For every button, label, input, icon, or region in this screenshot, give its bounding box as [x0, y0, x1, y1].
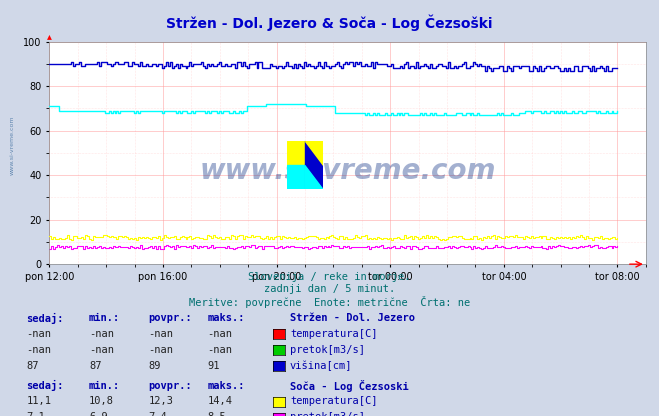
Text: -nan: -nan	[208, 345, 233, 355]
Text: 11,1: 11,1	[26, 396, 51, 406]
Text: www.si-vreme.com: www.si-vreme.com	[200, 157, 496, 185]
Polygon shape	[304, 141, 323, 165]
Text: -nan: -nan	[89, 329, 114, 339]
Bar	[287, 141, 304, 165]
Text: 10,8: 10,8	[89, 396, 114, 406]
Text: Soča - Log Čezsoski: Soča - Log Čezsoski	[290, 380, 409, 391]
Text: Stržen - Dol. Jezero: Stržen - Dol. Jezero	[290, 313, 415, 323]
Text: pretok[m3/s]: pretok[m3/s]	[290, 345, 365, 355]
Text: 89: 89	[148, 361, 161, 371]
Bar	[304, 141, 323, 189]
Text: -nan: -nan	[26, 345, 51, 355]
Text: pretok[m3/s]: pretok[m3/s]	[290, 412, 365, 416]
Text: -nan: -nan	[148, 329, 173, 339]
Text: 91: 91	[208, 361, 220, 371]
Text: temperatura[C]: temperatura[C]	[290, 329, 378, 339]
Text: zadnji dan / 5 minut.: zadnji dan / 5 minut.	[264, 284, 395, 294]
Text: ▴: ▴	[47, 32, 52, 42]
Text: Meritve: povprečne  Enote: metrične  Črta: ne: Meritve: povprečne Enote: metrične Črta:…	[189, 296, 470, 307]
Text: Slovenija / reke in morje.: Slovenija / reke in morje.	[248, 272, 411, 282]
Text: 12,3: 12,3	[148, 396, 173, 406]
Text: višina[cm]: višina[cm]	[290, 360, 353, 371]
Text: maks.:: maks.:	[208, 381, 245, 391]
Text: povpr.:: povpr.:	[148, 313, 192, 323]
Text: www.si-vreme.com: www.si-vreme.com	[9, 116, 14, 176]
Text: -nan: -nan	[26, 329, 51, 339]
Text: -nan: -nan	[208, 329, 233, 339]
Text: 7,4: 7,4	[148, 412, 167, 416]
Text: 87: 87	[26, 361, 39, 371]
Text: Stržen - Dol. Jezero & Soča - Log Čezsoški: Stržen - Dol. Jezero & Soča - Log Čezsoš…	[166, 15, 493, 31]
Text: min.:: min.:	[89, 381, 120, 391]
Text: -nan: -nan	[148, 345, 173, 355]
Text: 14,4: 14,4	[208, 396, 233, 406]
Text: -nan: -nan	[89, 345, 114, 355]
Text: temperatura[C]: temperatura[C]	[290, 396, 378, 406]
Bar	[287, 165, 304, 189]
Text: 87: 87	[89, 361, 101, 371]
Text: povpr.:: povpr.:	[148, 381, 192, 391]
Text: 8,5: 8,5	[208, 412, 226, 416]
Text: sedaj:: sedaj:	[26, 313, 64, 324]
Polygon shape	[304, 165, 323, 189]
Text: maks.:: maks.:	[208, 313, 245, 323]
Text: 7,1: 7,1	[26, 412, 45, 416]
Text: sedaj:: sedaj:	[26, 380, 64, 391]
Text: 6,9: 6,9	[89, 412, 107, 416]
Text: min.:: min.:	[89, 313, 120, 323]
